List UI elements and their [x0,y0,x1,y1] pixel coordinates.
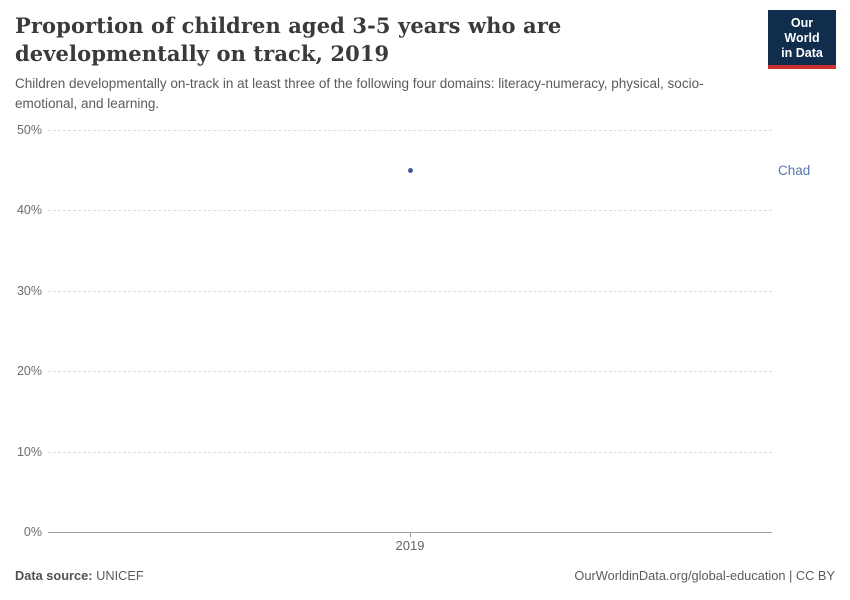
y-tick-label-50: 50% [16,123,42,137]
data-source: Data source: UNICEF [15,568,144,583]
data-source-value: UNICEF [96,568,144,583]
y-tick-label-0: 0% [23,525,42,539]
x-tick-label: 2019 [395,538,425,553]
gridline-10 [48,451,772,453]
data-point-chad[interactable] [407,167,413,173]
y-tick-label-40: 40% [16,203,42,218]
y-tick-label-20: 20% [16,364,42,379]
chart-title: Proportion of children aged 3-5 years wh… [15,13,562,66]
gridline-50 [48,130,772,131]
owid-logo: Our World in Data [768,10,836,69]
chart-subtitle: Children developmentally on-track in at … [15,76,704,111]
y-tick-label-30: 30% [16,283,42,298]
entity-label-chad[interactable]: Chad [778,163,811,179]
gridline-40 [48,210,772,212]
data-source-label: Data source: [15,568,93,583]
x-tick-mark [410,532,411,537]
owid-logo-line1: Our World [784,16,820,45]
gridline-30 [48,290,772,292]
chart-footer: Data source: UNICEF OurWorldinData.org/g… [15,568,835,583]
y-tick-label-10: 10% [16,444,42,459]
gridline-20 [48,371,772,373]
footer-credit-link[interactable]: OurWorldinData.org/global-education | CC… [574,568,835,583]
owid-logo-line2: in Data [781,46,823,60]
